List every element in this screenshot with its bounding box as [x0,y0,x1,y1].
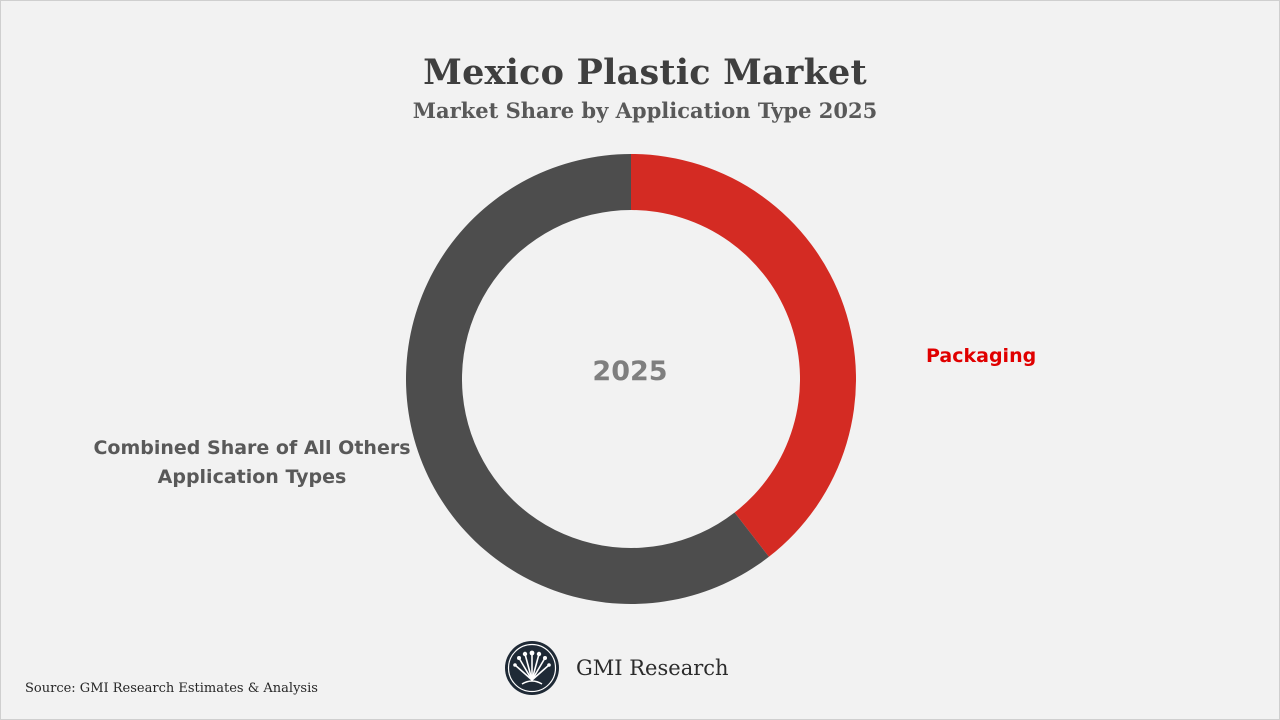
brand-name: GMI Research [576,656,729,680]
source-note: Source: GMI Research Estimates & Analysi… [25,681,318,696]
slice-label-others-line2: Application Types [157,466,347,488]
slice-label-others: Combined Share of All Others Application… [92,434,412,492]
chart-subtitle: Market Share by Application Type 2025 [412,98,878,123]
donut-slice-0 [631,154,856,557]
slice-label-others-line1: Combined Share of All Others [93,437,411,459]
chart-title: Mexico Plastic Market [423,52,867,93]
gmi-logo-icon [505,641,559,695]
slice-label-packaging: Packaging [926,345,1037,367]
center-year-label: 2025 [592,356,668,387]
donut-slice-1 [406,154,769,604]
